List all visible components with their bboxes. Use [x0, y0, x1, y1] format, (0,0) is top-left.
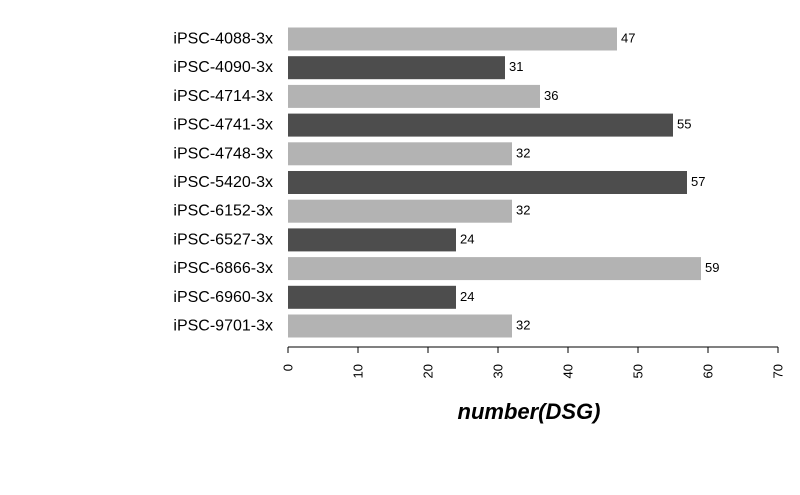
x-tick-label: 50: [631, 364, 646, 378]
value-label: 32: [516, 203, 530, 218]
category-label: iPSC-4748-3x: [173, 145, 273, 162]
bar: [288, 142, 512, 166]
bar: [288, 171, 687, 194]
bar: [288, 27, 617, 51]
x-axis-title: number(DSG): [458, 399, 601, 424]
x-tick-label: 30: [491, 364, 506, 378]
value-label: 24: [460, 231, 474, 246]
value-label: 47: [621, 31, 635, 46]
x-tick-label: 10: [351, 364, 366, 378]
value-label: 36: [544, 88, 558, 103]
value-label: 32: [516, 145, 530, 160]
bar: [288, 257, 701, 281]
value-label: 24: [460, 289, 474, 304]
category-label: iPSC-6527-3x: [173, 231, 273, 248]
x-tick-label: 70: [771, 364, 786, 378]
bar: [288, 199, 512, 223]
category-label: iPSC-6960-3x: [173, 289, 273, 306]
value-label: 32: [516, 318, 530, 333]
value-label: 59: [705, 260, 719, 275]
bar: [288, 285, 456, 309]
bar: [288, 84, 540, 108]
category-label: iPSC-4714-3x: [173, 88, 273, 105]
x-tick-label: 0: [281, 364, 296, 371]
x-axis: 0 10 20 30 40 50 60 70: [281, 346, 786, 378]
bar: [288, 56, 505, 80]
category-label: iPSC-9701-3x: [173, 318, 273, 335]
category-label: iPSC-4088-3x: [173, 31, 273, 48]
bar: [288, 113, 673, 137]
x-tick-label: 20: [421, 364, 436, 378]
category-label: iPSC-4741-3x: [173, 117, 273, 134]
category-label: iPSC-6152-3x: [173, 203, 273, 220]
value-label: 31: [509, 59, 523, 74]
x-tick-label: 40: [561, 364, 576, 378]
bar: [288, 228, 456, 252]
value-label: 57: [691, 174, 705, 189]
category-label: iPSC-5420-3x: [173, 174, 273, 191]
bar: [288, 314, 512, 338]
category-labels-group: iPSC-4088-3x iPSC-4090-3x iPSC-4714-3x iPSC…: [173, 31, 273, 335]
category-label: iPSC-4090-3x: [173, 59, 273, 76]
value-labels-group: 47 31 36 55 32 57 32 24 59 24 32: [460, 31, 719, 333]
bars-group: [288, 27, 701, 338]
category-label: iPSC-6866-3x: [173, 260, 273, 277]
x-tick-label: 60: [701, 364, 716, 378]
value-label: 55: [677, 117, 691, 132]
